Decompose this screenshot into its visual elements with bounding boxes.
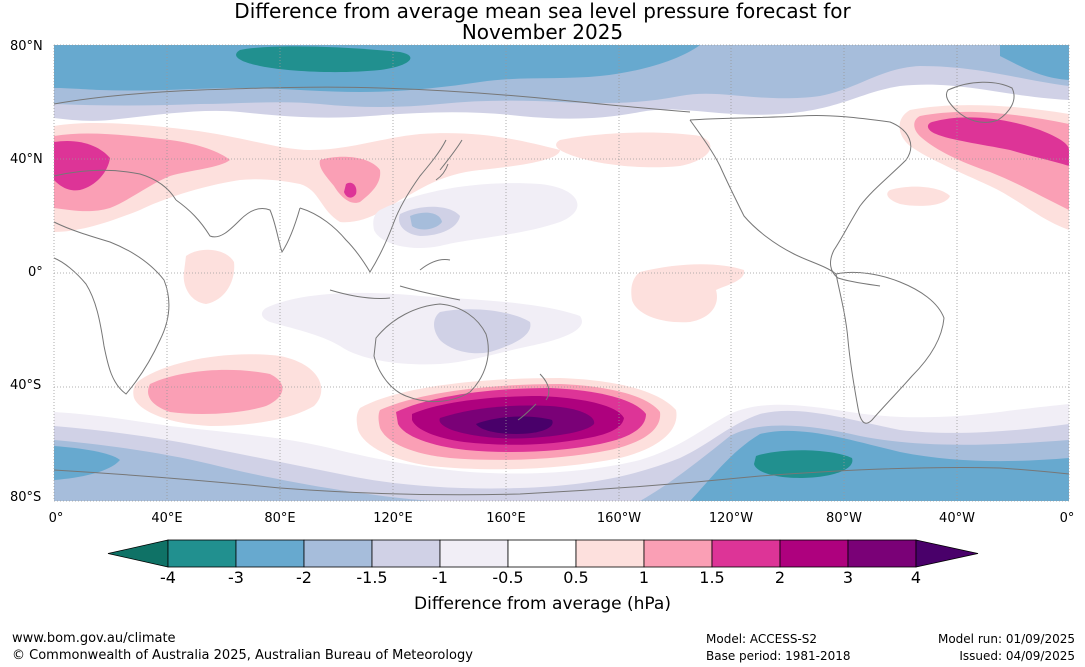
colorbar-tick-label: 0.5 xyxy=(563,568,589,587)
footer-copyright: © Commonwealth of Australia 2025, Austra… xyxy=(12,648,473,663)
west-pacific-negative-core xyxy=(410,212,442,230)
coastlines xyxy=(53,81,1070,496)
arabia-india-coast xyxy=(175,199,301,254)
colorbar-tick-label: 1.5 xyxy=(699,568,725,587)
map-title-line-2: November 2025 xyxy=(461,20,624,44)
colorbar-tick-label: 4 xyxy=(910,568,922,587)
footer-url: www.bom.gov.au/climate xyxy=(12,631,176,646)
indian-ocean-positive xyxy=(183,249,235,304)
lon-label-160w: 160°W xyxy=(596,511,642,526)
lat-label-equator: 0° xyxy=(28,265,43,280)
southern-ocean-positive-peak xyxy=(476,416,553,434)
lon-label-160e: 160°E xyxy=(486,511,526,526)
lon-label-40e: 40°E xyxy=(151,511,183,526)
africa-coast xyxy=(53,221,170,395)
lon-label-40w: 40°W xyxy=(939,511,975,526)
eurasia-north-coast xyxy=(53,86,691,113)
lat-label-40n: 40°N xyxy=(10,152,43,167)
lat-label-40s: 40°S xyxy=(10,378,42,393)
east-asia-coast xyxy=(299,139,447,273)
colorbar-swatch xyxy=(439,539,509,568)
new-zealand-coast xyxy=(517,373,550,421)
colorbar-swatch xyxy=(167,539,237,568)
lon-label-80e: 80°E xyxy=(264,511,296,526)
footer-model: Model: ACCESS-S2 xyxy=(706,632,818,646)
lon-label-0-west: 0° xyxy=(48,511,64,526)
footer-issued: Issued: 04/09/2025 xyxy=(959,649,1075,663)
lon-label-120w: 120°W xyxy=(708,511,754,526)
south-america-coast xyxy=(835,271,945,424)
colorbar-tick-label: -1.5 xyxy=(356,568,388,587)
colorbar-tick-label: 1 xyxy=(638,568,650,587)
colorbar-swatch xyxy=(711,539,781,568)
north-america-west-coast xyxy=(689,119,837,275)
indonesia-coast xyxy=(329,259,461,301)
lon-label-0-east: 0° xyxy=(1059,511,1075,526)
colorbar-tick-label: 3 xyxy=(842,568,854,587)
colorbar-arrow-high xyxy=(915,539,979,568)
colorbar-tick-label: -0.5 xyxy=(492,568,524,587)
colorbar-swatch xyxy=(847,539,917,568)
asia-positive-moderate xyxy=(319,156,381,203)
antarctica-coast xyxy=(53,466,1070,496)
colorbar-swatch xyxy=(575,539,645,568)
footer-base-period: Base period: 1981-2018 xyxy=(706,649,851,663)
colorbar-swatch xyxy=(779,539,849,568)
colorbar-arrow-low xyxy=(107,539,169,568)
footer-model-run: Model run: 01/09/2025 xyxy=(937,632,1075,646)
mediterranean-coast xyxy=(53,169,177,201)
greenland-coast xyxy=(945,81,1015,123)
colorbar-tick-label: -2 xyxy=(296,568,312,587)
lon-label-120e: 120°E xyxy=(373,511,413,526)
colorbar-swatch xyxy=(643,539,713,568)
colorbar-swatch xyxy=(507,539,577,568)
colorbar-label: Difference from average (hPa) xyxy=(414,594,671,614)
colorbar-tick-label: 2 xyxy=(774,568,786,587)
north-america-east-coast xyxy=(689,114,912,287)
australia-coast xyxy=(373,303,489,403)
atlantic-positive-strong xyxy=(927,117,1069,166)
colorbar-swatch xyxy=(235,539,305,568)
east-pacific-positive xyxy=(631,264,745,323)
north-pacific-positive xyxy=(556,132,711,168)
antarctic-negative-strong xyxy=(690,430,1069,501)
colorbar-tick-label: -4 xyxy=(160,568,176,587)
europe-positive-strong xyxy=(54,140,110,191)
antarctic-negative-moderate-west xyxy=(54,440,440,501)
lon-label-80w: 80°W xyxy=(826,511,862,526)
graticule xyxy=(53,44,1070,502)
colorbar-swatch xyxy=(371,539,441,568)
lat-label-80n: 80°N xyxy=(10,39,43,54)
lat-label-80s: 80°S xyxy=(10,490,42,505)
atlantic-positive-small xyxy=(887,186,950,206)
map-title-line-1: Difference from average mean sea level p… xyxy=(234,0,851,23)
colorbar-swatch xyxy=(303,539,373,568)
arctic-anomaly-strong-east xyxy=(1000,45,1069,80)
japan-coast xyxy=(435,139,463,181)
colorbar-tick-label: -1 xyxy=(432,568,448,587)
south-indian-positive xyxy=(148,369,283,414)
colorbar-tick-label: -3 xyxy=(228,568,244,587)
asia-positive-strong xyxy=(344,182,357,198)
arctic-anomaly-core xyxy=(236,46,411,73)
